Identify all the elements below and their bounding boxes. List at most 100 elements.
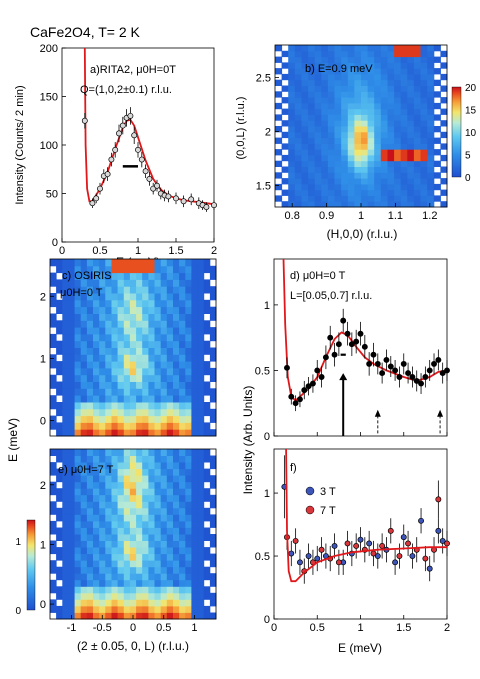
- panel-b-heatmap-cell: [275, 45, 283, 52]
- panel-e-heatmap-cell: [142, 579, 149, 587]
- panel-e-heatmap-cell: [62, 592, 69, 600]
- panel-c-heatmap-cell: [117, 313, 125, 321]
- panel-c-heatmap-cell: [142, 408, 149, 417]
- panel-b-heatmap-cell: [308, 62, 316, 69]
- panel-c-heatmap-cell: [50, 415, 57, 423]
- panel-e-heatmap-cell: [173, 592, 180, 600]
- panel-c-heatmap-cell: [68, 402, 75, 410]
- panel-c-heatmap-cell: [179, 354, 186, 362]
- panel-c-heatmap-cell: [105, 422, 112, 430]
- panel-b-heatmap-cell: [400, 45, 408, 52]
- panel-b-heatmap-cell: [347, 160, 355, 167]
- panel-e-heatmap-cell: [123, 592, 131, 600]
- panel-b-heatmap-cell: [341, 143, 349, 150]
- panel-e-heatmap-cell: [129, 547, 137, 555]
- panel-e-heatmap-cell: [56, 592, 63, 600]
- panel-e-heatmap-cell: [111, 507, 119, 515]
- panel-b-heatmap-cell: [427, 149, 435, 156]
- panel-b-heatmap-cell: [427, 131, 435, 139]
- panel-b-heatmap-cell: [314, 85, 322, 92]
- panel-e-heatmap-cell: [105, 540, 112, 548]
- panel-c-heatmap-cell: [154, 361, 162, 369]
- panel-e-heatmap-cell: [93, 468, 100, 476]
- panel-c-heatmap-cell: [111, 259, 119, 267]
- panel-c-heatmap-cell: [62, 361, 69, 369]
- panel-e-heatmap-cell: [179, 507, 186, 515]
- panel-e-heatmap-cell: [173, 534, 180, 541]
- panel-c-heatmap-cell: [203, 299, 211, 308]
- panel-c-heatmap-cell: [160, 313, 168, 321]
- panel-e-heatmap-cell: [191, 520, 198, 528]
- panel-c-heatmap-cell: [62, 286, 69, 294]
- panel-b-xtick-label: 0.9: [319, 210, 334, 222]
- panel-b-heatmap-cell: [387, 97, 395, 104]
- panel-c-heatmap-cell: [86, 259, 94, 267]
- panel-c-heatmap-cell: [74, 293, 82, 301]
- panel-e-heatmap-cell: [105, 475, 112, 483]
- panel-c-heatmap-cell: [62, 320, 69, 328]
- panel-c-heatmap-cell: [56, 340, 63, 348]
- panel-b-heatmap-cell: [380, 56, 388, 63]
- panel-b-heatmap-cell: [327, 160, 335, 167]
- panel-e-heatmap-cell: [62, 494, 69, 502]
- panel-b-heatmap-cell: [294, 160, 302, 167]
- panel-e-heatmap-cell: [197, 507, 205, 515]
- panel-c-heatmap-cell: [173, 374, 180, 382]
- panel-e-heatmap-cell: [154, 586, 162, 594]
- panel-e-heatmap-cell: [68, 462, 75, 470]
- panel-c-heatmap-cell: [136, 408, 143, 417]
- panel-c-heatmap-cell: [173, 299, 180, 308]
- panel-e-heatmap-cell: [160, 475, 168, 483]
- panel-c-heatmap-cell: [93, 402, 100, 410]
- panel-e-heatmap-cell: [105, 573, 112, 581]
- panel-b-heatmap-cell: [400, 160, 408, 167]
- panel-e-heatmap-cell: [203, 612, 211, 620]
- panel-e-heatmap-cell: [191, 507, 198, 515]
- panel-c-heatmap-cell: [136, 340, 143, 348]
- panel-c-heatmap-cell: [93, 327, 100, 335]
- panel-e-heatmap-cell: [117, 449, 125, 456]
- panel-c-heatmap-cell: [136, 415, 143, 423]
- panel-e-heatmap-cell: [86, 553, 94, 561]
- panel-b-heatmap-cell: [341, 62, 349, 69]
- panel-b-heatmap-cell: [427, 137, 435, 144]
- panel-c-heatmap-cell: [62, 327, 69, 335]
- panel-e-heatmap-cell: [111, 579, 119, 587]
- panel-c-heatmap-cell: [148, 259, 155, 267]
- panel-e-heatmap-cell: [68, 566, 75, 574]
- panel-b-heatmap-cell: [427, 91, 435, 98]
- panel-d-point: [418, 380, 424, 387]
- panel-c-heatmap-cell: [123, 272, 131, 280]
- panel-c-heatmap-cell: [74, 408, 82, 417]
- panel-b-heatmap-cell: [301, 97, 309, 104]
- panel-a-point: [173, 195, 179, 202]
- panel-e-heatmap-cell: [117, 605, 125, 613]
- panel-b-heatmap-cell: [407, 166, 415, 173]
- panel-c-heatmap-cell: [179, 313, 186, 321]
- panel-c-heatmap-cell: [209, 327, 217, 335]
- panel-b-heatmap-cell: [301, 120, 309, 127]
- panel-b-heatmap-cell: [407, 195, 415, 202]
- panel-c-heatmap-cell: [62, 374, 69, 382]
- panel-b-heatmap-cell: [314, 160, 322, 167]
- panel-e-heatmap-cell: [154, 501, 162, 509]
- panel-c-heatmap-cell: [74, 402, 82, 410]
- panel-c-heatmap-cell: [93, 408, 100, 417]
- panel-b-heatmap-cell: [387, 50, 395, 58]
- panel-b-heatmap-cell: [374, 195, 382, 202]
- panel-b-heatmap-cell: [380, 62, 388, 69]
- panel-c-heatmap-cell: [136, 259, 143, 267]
- panel-e-heatmap-cell: [197, 514, 205, 522]
- panel-c-heatmap-cell: [123, 347, 131, 355]
- legend-label-3T: 3 T: [320, 486, 336, 498]
- panel-e-heatmap-cell: [179, 527, 186, 535]
- panel-c-heatmap-cell: [148, 395, 155, 403]
- panel-c-heatmap-cell: [99, 327, 106, 335]
- panel-c-heatmap-cell: [68, 279, 75, 287]
- panel-c-heatmap-cell: [179, 279, 186, 287]
- panel-b-heatmap-cell: [301, 166, 309, 173]
- panel-b-heatmap-cell: [433, 91, 441, 98]
- panel-b-colorbar-tick-label: 5: [465, 151, 471, 162]
- panel-e-heatmap-cell: [99, 514, 106, 522]
- panel-c-heatmap-cell: [93, 361, 100, 369]
